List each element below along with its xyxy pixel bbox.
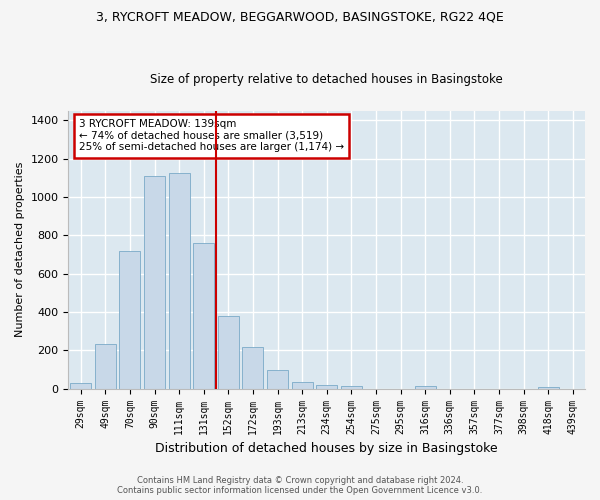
Y-axis label: Number of detached properties: Number of detached properties [15, 162, 25, 338]
Bar [169, 173, 190, 388]
X-axis label: Distribution of detached houses by size in Basingstoke: Distribution of detached houses by size … [155, 442, 498, 455]
Text: Contains HM Land Registry data © Crown copyright and database right 2024.
Contai: Contains HM Land Registry data © Crown c… [118, 476, 482, 495]
Bar [267, 370, 288, 388]
Bar [341, 386, 362, 388]
Text: 3, RYCROFT MEADOW, BEGGARWOOD, BASINGSTOKE, RG22 4QE: 3, RYCROFT MEADOW, BEGGARWOOD, BASINGSTO… [96, 10, 504, 23]
Bar [144, 176, 165, 388]
Bar [242, 346, 263, 389]
Bar [292, 382, 313, 388]
Bar [70, 383, 91, 388]
Bar [193, 243, 214, 388]
Bar [119, 250, 140, 388]
Title: Size of property relative to detached houses in Basingstoke: Size of property relative to detached ho… [151, 73, 503, 86]
Bar [538, 387, 559, 388]
Bar [218, 316, 239, 388]
Bar [95, 344, 116, 388]
Bar [316, 385, 337, 388]
Text: 3 RYCROFT MEADOW: 139sqm
← 74% of detached houses are smaller (3,519)
25% of sem: 3 RYCROFT MEADOW: 139sqm ← 74% of detach… [79, 119, 344, 152]
Bar [415, 386, 436, 388]
